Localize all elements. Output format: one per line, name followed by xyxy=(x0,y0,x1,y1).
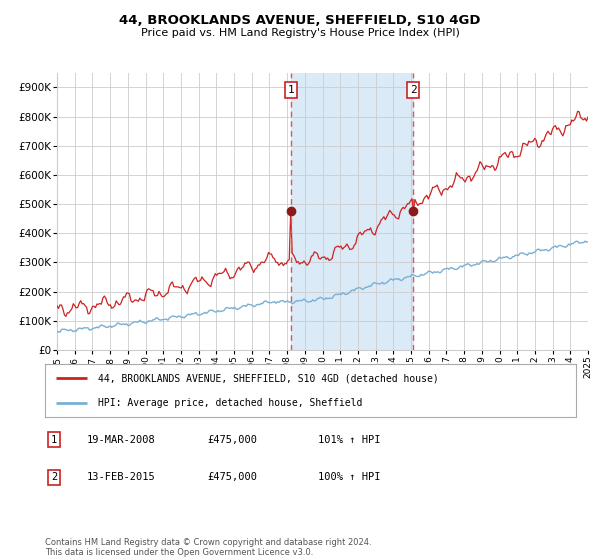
Text: 44, BROOKLANDS AVENUE, SHEFFIELD, S10 4GD (detached house): 44, BROOKLANDS AVENUE, SHEFFIELD, S10 4G… xyxy=(98,374,439,384)
Text: 13-FEB-2015: 13-FEB-2015 xyxy=(87,472,156,482)
Text: 1: 1 xyxy=(51,435,57,445)
Text: 44, BROOKLANDS AVENUE, SHEFFIELD, S10 4GD: 44, BROOKLANDS AVENUE, SHEFFIELD, S10 4G… xyxy=(119,14,481,27)
Text: 19-MAR-2008: 19-MAR-2008 xyxy=(87,435,156,445)
Text: HPI: Average price, detached house, Sheffield: HPI: Average price, detached house, Shef… xyxy=(98,398,362,408)
Text: 2: 2 xyxy=(410,85,416,95)
Text: 1: 1 xyxy=(287,85,295,95)
Text: 2: 2 xyxy=(51,472,57,482)
Text: 100% ↑ HPI: 100% ↑ HPI xyxy=(318,472,380,482)
Text: Contains HM Land Registry data © Crown copyright and database right 2024.
This d: Contains HM Land Registry data © Crown c… xyxy=(45,538,371,557)
Text: 101% ↑ HPI: 101% ↑ HPI xyxy=(318,435,380,445)
Text: £475,000: £475,000 xyxy=(207,435,257,445)
Text: £475,000: £475,000 xyxy=(207,472,257,482)
Bar xyxy=(291,73,413,350)
Text: Price paid vs. HM Land Registry's House Price Index (HPI): Price paid vs. HM Land Registry's House … xyxy=(140,28,460,38)
